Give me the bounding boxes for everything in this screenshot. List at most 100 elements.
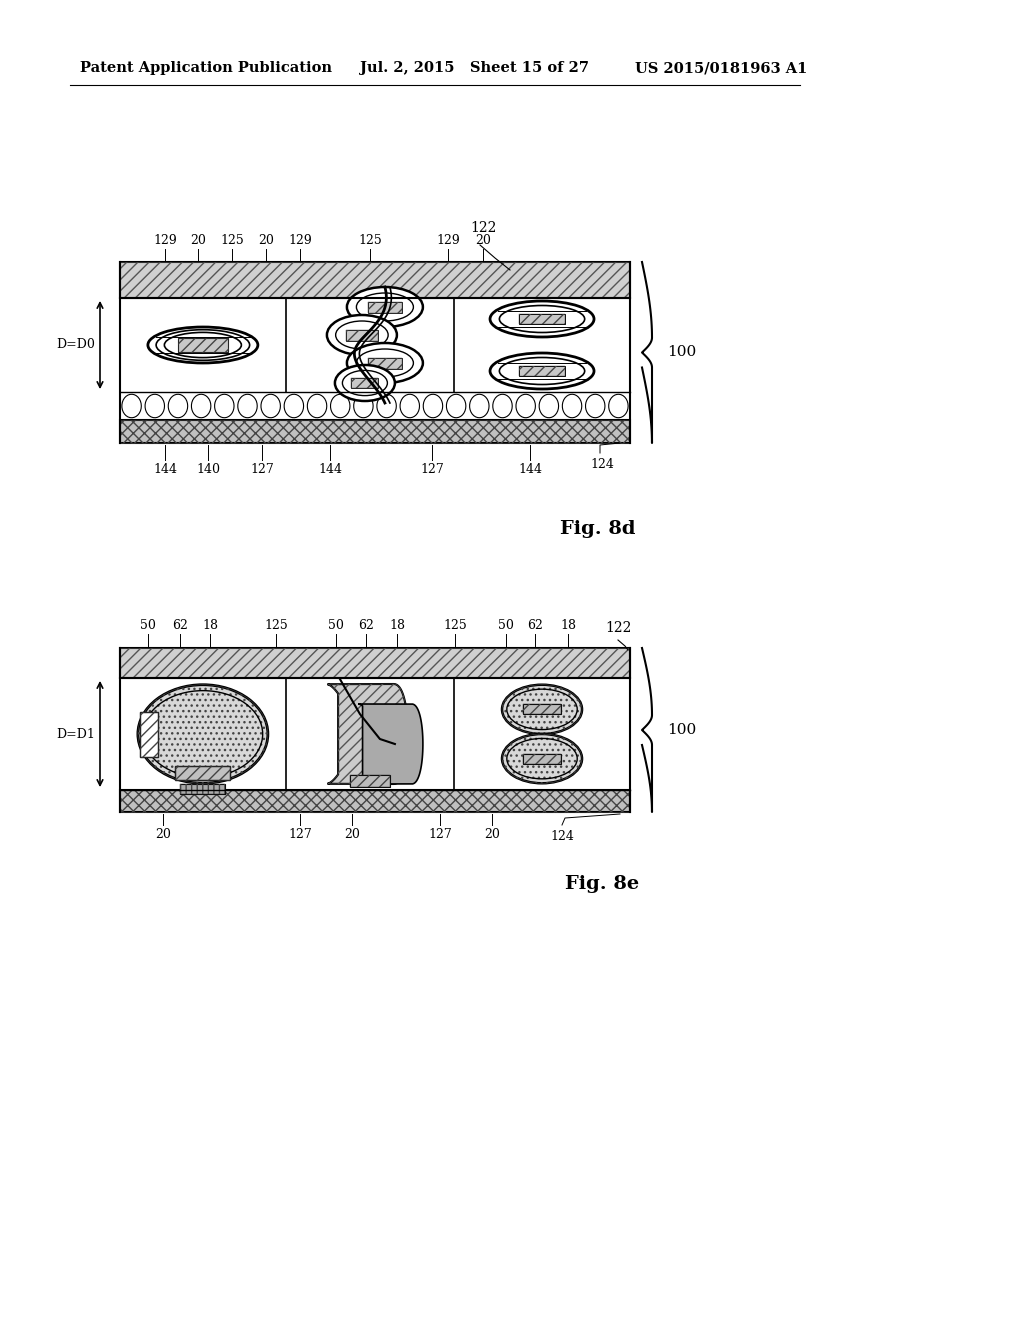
Text: 144: 144 <box>518 463 542 477</box>
Bar <box>351 378 379 388</box>
Bar <box>180 784 225 795</box>
Polygon shape <box>516 395 536 417</box>
Text: 122: 122 <box>470 220 497 235</box>
Bar <box>120 648 630 678</box>
Polygon shape <box>215 395 234 417</box>
Text: 124: 124 <box>590 458 613 471</box>
Bar <box>346 330 378 341</box>
Polygon shape <box>562 395 582 417</box>
Text: 125: 125 <box>358 234 382 247</box>
Text: 50: 50 <box>140 619 156 632</box>
Ellipse shape <box>490 352 594 389</box>
Polygon shape <box>586 395 605 417</box>
Bar <box>175 766 230 780</box>
Text: Patent Application Publication: Patent Application Publication <box>80 61 332 75</box>
Bar <box>120 261 630 298</box>
Text: Fig. 8e: Fig. 8e <box>565 875 639 894</box>
Text: 50: 50 <box>498 619 514 632</box>
Bar <box>523 705 561 714</box>
Bar <box>518 366 565 376</box>
Bar <box>350 775 390 787</box>
Ellipse shape <box>490 301 594 337</box>
Ellipse shape <box>335 366 395 401</box>
Ellipse shape <box>138 685 268 783</box>
Polygon shape <box>353 395 373 417</box>
Polygon shape <box>423 395 442 417</box>
Text: Jul. 2, 2015   Sheet 15 of 27: Jul. 2, 2015 Sheet 15 of 27 <box>360 61 589 75</box>
Text: 140: 140 <box>196 463 220 477</box>
Text: 18: 18 <box>202 619 218 632</box>
Text: 129: 129 <box>436 234 460 247</box>
Polygon shape <box>331 395 350 417</box>
Text: 100: 100 <box>667 723 696 737</box>
Polygon shape <box>540 395 559 417</box>
Polygon shape <box>261 395 281 417</box>
Bar <box>523 754 561 764</box>
Polygon shape <box>470 395 489 417</box>
Polygon shape <box>377 395 396 417</box>
Bar <box>140 711 158 756</box>
Bar <box>346 330 378 341</box>
Text: 129: 129 <box>154 234 177 247</box>
Polygon shape <box>285 395 303 417</box>
Polygon shape <box>307 395 327 417</box>
Bar <box>518 366 565 376</box>
Bar <box>120 261 630 298</box>
Text: 100: 100 <box>667 346 696 359</box>
Polygon shape <box>191 395 211 417</box>
Text: 62: 62 <box>527 619 543 632</box>
Bar <box>351 378 379 388</box>
Bar <box>120 420 630 444</box>
Bar <box>518 314 565 323</box>
Text: 125: 125 <box>220 234 244 247</box>
Text: 127: 127 <box>420 463 443 477</box>
Text: 20: 20 <box>484 828 500 841</box>
Polygon shape <box>328 684 408 784</box>
Text: 122: 122 <box>605 620 632 635</box>
Text: 20: 20 <box>190 234 206 247</box>
Text: 62: 62 <box>358 619 374 632</box>
Ellipse shape <box>147 327 258 363</box>
Polygon shape <box>168 395 187 417</box>
Text: 124: 124 <box>550 830 573 843</box>
Bar <box>180 784 225 795</box>
Ellipse shape <box>327 315 397 355</box>
Bar <box>175 766 230 780</box>
Polygon shape <box>400 395 420 417</box>
Bar <box>120 420 630 444</box>
Bar <box>178 338 228 352</box>
Bar <box>523 754 561 764</box>
Text: 127: 127 <box>250 463 273 477</box>
Text: 50: 50 <box>328 619 344 632</box>
Bar <box>120 789 630 812</box>
Text: 20: 20 <box>475 234 490 247</box>
Text: 18: 18 <box>560 619 575 632</box>
Text: 125: 125 <box>443 619 467 632</box>
Ellipse shape <box>502 734 582 783</box>
Polygon shape <box>608 395 628 417</box>
Text: 20: 20 <box>344 828 360 841</box>
Bar <box>178 338 228 352</box>
Text: 127: 127 <box>428 828 452 841</box>
Bar <box>140 711 158 756</box>
Bar <box>523 705 561 714</box>
Text: US 2015/0181963 A1: US 2015/0181963 A1 <box>635 61 807 75</box>
Ellipse shape <box>502 685 582 734</box>
Polygon shape <box>122 395 141 417</box>
Ellipse shape <box>347 343 423 383</box>
Text: 125: 125 <box>264 619 288 632</box>
Text: D=D1: D=D1 <box>56 727 95 741</box>
Text: 144: 144 <box>153 463 177 477</box>
Text: 20: 20 <box>155 828 171 841</box>
Text: 20: 20 <box>258 234 274 247</box>
Polygon shape <box>358 704 423 784</box>
Polygon shape <box>238 395 257 417</box>
Polygon shape <box>446 395 466 417</box>
Text: 18: 18 <box>389 619 406 632</box>
Text: 144: 144 <box>318 463 342 477</box>
Bar <box>368 301 402 313</box>
Ellipse shape <box>347 286 423 327</box>
Bar <box>368 301 402 313</box>
Bar <box>368 358 402 368</box>
Text: D=D0: D=D0 <box>56 338 95 351</box>
